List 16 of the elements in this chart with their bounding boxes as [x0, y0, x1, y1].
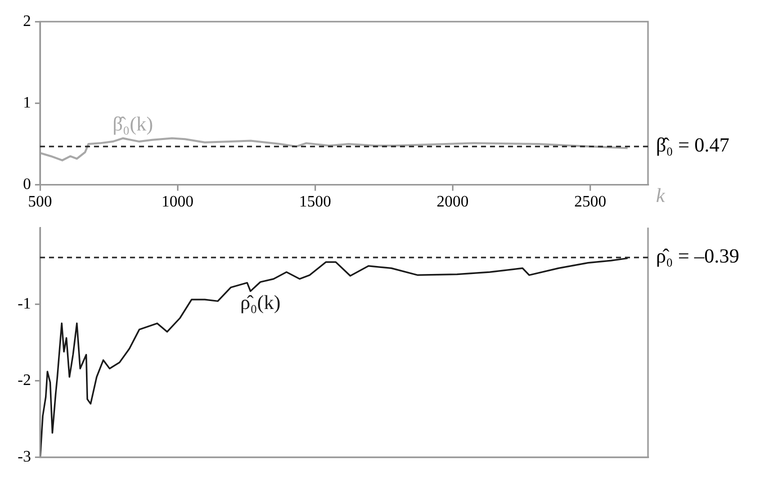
x-tick-label: 500 — [28, 194, 52, 211]
series-label: ρ̂₀(k) — [240, 292, 281, 314]
x-axis-title: k — [656, 185, 666, 208]
x-tick-label: 2500 — [574, 194, 606, 211]
ref-line-label: ρ̂₀ = –0.39 — [656, 246, 740, 268]
ref-line-label: β̂₀ = 0.47 — [656, 134, 730, 157]
x-tick-label: 2000 — [436, 194, 469, 211]
y-tick-label: 2 — [23, 12, 31, 30]
y-tick-label: -2 — [18, 372, 31, 390]
y-tick-label: 1 — [23, 94, 31, 112]
x-tick-label: 1000 — [162, 194, 194, 211]
y-tick-label: 0 — [23, 176, 31, 194]
y-tick-label: -1 — [18, 295, 31, 312]
y-tick-label: -3 — [18, 448, 31, 466]
series-label: β̂₀(k) — [112, 114, 154, 136]
x-tick-label: 1500 — [299, 194, 332, 211]
